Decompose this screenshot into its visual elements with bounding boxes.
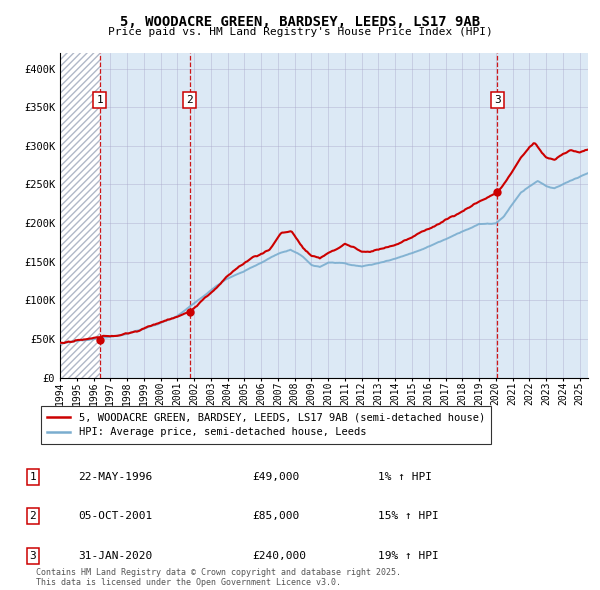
Text: 1% ↑ HPI: 1% ↑ HPI — [378, 472, 432, 481]
Text: Contains HM Land Registry data © Crown copyright and database right 2025.
This d: Contains HM Land Registry data © Crown c… — [36, 568, 401, 587]
Text: 5, WOODACRE GREEN, BARDSEY, LEEDS, LS17 9AB: 5, WOODACRE GREEN, BARDSEY, LEEDS, LS17 … — [120, 15, 480, 29]
Text: 05-OCT-2001: 05-OCT-2001 — [78, 512, 152, 522]
Text: £240,000: £240,000 — [252, 551, 306, 561]
Text: 31-JAN-2020: 31-JAN-2020 — [78, 551, 152, 561]
Text: 19% ↑ HPI: 19% ↑ HPI — [378, 551, 439, 561]
Text: 1: 1 — [29, 472, 37, 481]
Text: £49,000: £49,000 — [252, 472, 299, 481]
Text: Price paid vs. HM Land Registry's House Price Index (HPI): Price paid vs. HM Land Registry's House … — [107, 27, 493, 37]
Text: 15% ↑ HPI: 15% ↑ HPI — [378, 512, 439, 522]
Text: 3: 3 — [29, 551, 37, 561]
Legend: 5, WOODACRE GREEN, BARDSEY, LEEDS, LS17 9AB (semi-detached house), HPI: Average : 5, WOODACRE GREEN, BARDSEY, LEEDS, LS17 … — [41, 406, 491, 444]
Text: 1: 1 — [97, 95, 103, 105]
Text: 2: 2 — [187, 95, 193, 105]
Text: £85,000: £85,000 — [252, 512, 299, 522]
Text: 2: 2 — [29, 512, 37, 522]
Bar — [60, 53, 100, 378]
Text: 22-MAY-1996: 22-MAY-1996 — [78, 472, 152, 481]
Text: 3: 3 — [494, 95, 500, 105]
